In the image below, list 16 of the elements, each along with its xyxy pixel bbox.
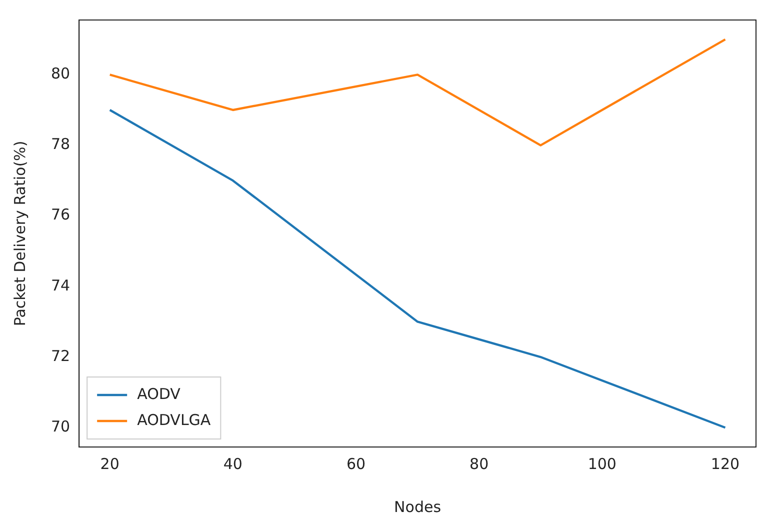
y-tick-label: 72 [50, 346, 70, 365]
x-tick-label: 120 [710, 454, 740, 473]
x-axis-title: Nodes [394, 498, 442, 516]
x-tick-label: 40 [223, 454, 242, 473]
y-tick-label: 78 [50, 135, 70, 154]
y-tick-label: 74 [50, 276, 70, 294]
y-tick-label: 80 [50, 64, 70, 83]
legend-label: AODVLGA [137, 410, 212, 429]
x-tick-label: 20 [100, 454, 120, 473]
y-tick-label: 76 [50, 206, 70, 224]
x-tick-label: 60 [346, 454, 366, 473]
legend-label: AODV [137, 384, 182, 403]
y-tick-label: 70 [50, 417, 70, 436]
y-axis-title: Packet Delivery Ratio(%) [10, 140, 29, 326]
x-tick-label: 80 [470, 454, 489, 473]
x-tick-label: 100 [588, 454, 616, 473]
